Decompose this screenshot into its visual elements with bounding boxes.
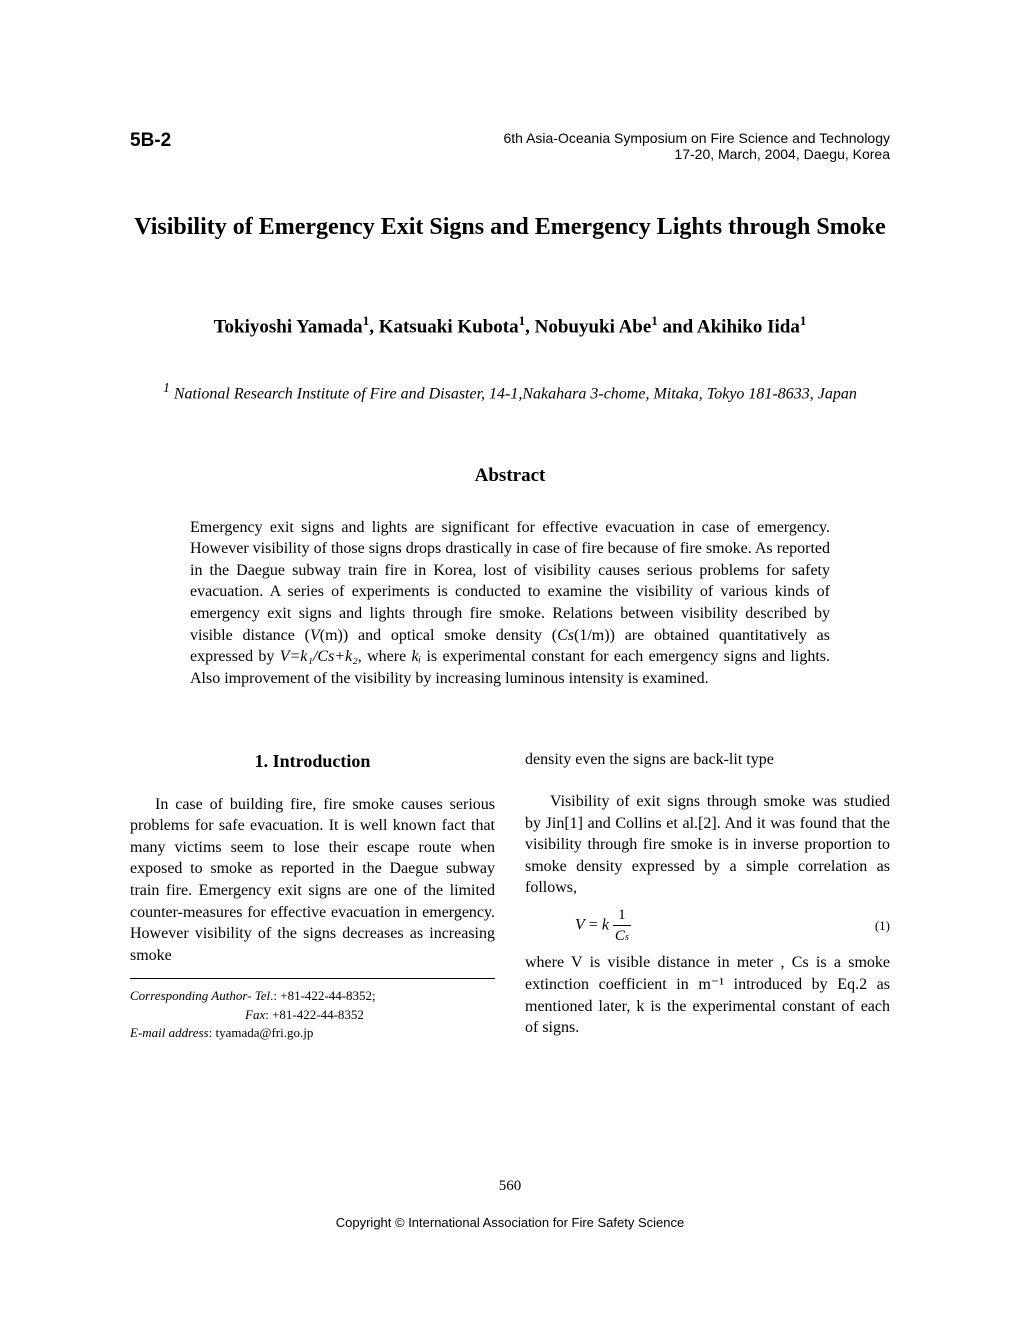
author-1-sup: 1	[363, 313, 370, 328]
body-columns: 1. Introduction In case of building fire…	[130, 749, 890, 1042]
left-column: 1. Introduction In case of building fire…	[130, 749, 495, 1042]
footnote-email: : tyamada@fri.go.jp	[209, 1025, 314, 1040]
abstract-heading: Abstract	[130, 465, 890, 487]
author-4-sup: 1	[800, 313, 807, 328]
paper-header: 5B-2 6th Asia-Oceania Symposium on Fire …	[130, 130, 890, 162]
eq-den-c: C	[615, 928, 625, 944]
conference-info: 6th Asia-Oceania Symposium on Fire Scien…	[503, 130, 890, 162]
footnote-fax-label: Fax	[245, 1007, 265, 1022]
eq-den-s: s	[625, 932, 629, 943]
abstract-part1: Emergency exit signs and lights are sign…	[190, 519, 830, 644]
abstract-text: Emergency exit signs and lights are sign…	[190, 517, 830, 690]
abstract-cs: Cs	[557, 627, 574, 644]
footnote: Corresponding Author- Tel.: +81-422-44-8…	[130, 987, 495, 1042]
eq-den: Cs	[613, 926, 631, 946]
abstract-part2: (m)) and optical smoke density (	[320, 627, 557, 644]
footnote-email-label: E-mail address	[130, 1025, 209, 1040]
abstract-part4: , where	[358, 648, 412, 665]
footnote-tel: .: +81-422-44-8352;	[270, 988, 376, 1003]
col2-after: where V is visible distance in meter , C…	[525, 952, 890, 1038]
footnote-tel-label: Corresponding Author- Tel	[130, 988, 270, 1003]
author-2: Katsuaki Kubota	[379, 317, 519, 338]
col2-top: density even the signs are back-lit type	[525, 749, 890, 771]
eq-k: k	[602, 916, 609, 933]
affiliation-text: National Research Institute of Fire and …	[174, 385, 857, 402]
footnote-fax: : +81-422-44-8352	[265, 1007, 364, 1022]
conference-line-1: 6th Asia-Oceania Symposium on Fire Scien…	[503, 130, 890, 146]
equation-1: V = k 1 Cs (1)	[525, 905, 890, 947]
paper-title: Visibility of Emergency Exit Signs and E…	[130, 212, 890, 243]
page-number: 560	[130, 1178, 890, 1195]
intro-heading: 1. Introduction	[130, 749, 495, 773]
abstract-v: V	[310, 627, 320, 644]
col2-para: Visibility of exit signs through smoke w…	[525, 791, 890, 899]
author-4: Akihiko Iida	[697, 317, 800, 338]
section-number: 5B-2	[130, 130, 171, 152]
conference-line-2: 17-20, March, 2004, Daegu, Korea	[503, 146, 890, 162]
affiliation: 1 National Research Institute of Fire an…	[130, 379, 890, 405]
copyright: Copyright © International Association fo…	[130, 1215, 890, 1230]
eq-num: 1	[613, 905, 631, 926]
equation-1-number: (1)	[875, 917, 890, 935]
intro-para-1: In case of building fire, fire smoke cau…	[130, 794, 495, 967]
eq-v: V	[575, 916, 585, 933]
authors: Tokiyoshi Yamada1, Katsuaki Kubota1, Nob…	[130, 313, 890, 338]
abstract-eq: V=k₁/Cs+k₂	[280, 648, 358, 665]
right-column: density even the signs are back-lit type…	[525, 749, 890, 1042]
eq-fraction: 1 Cs	[613, 905, 631, 947]
abstract-ki: kᵢ	[412, 648, 422, 665]
equation-1-expr: V = k 1 Cs	[575, 905, 875, 947]
author-2-sup: 1	[519, 313, 526, 328]
eq-equals: =	[585, 916, 602, 933]
author-3-sup: 1	[651, 313, 658, 328]
author-1: Tokiyoshi Yamada	[214, 317, 363, 338]
footnote-divider	[130, 978, 495, 979]
author-3: Nobuyuki Abe	[535, 317, 652, 338]
affiliation-sup: 1	[163, 380, 170, 395]
